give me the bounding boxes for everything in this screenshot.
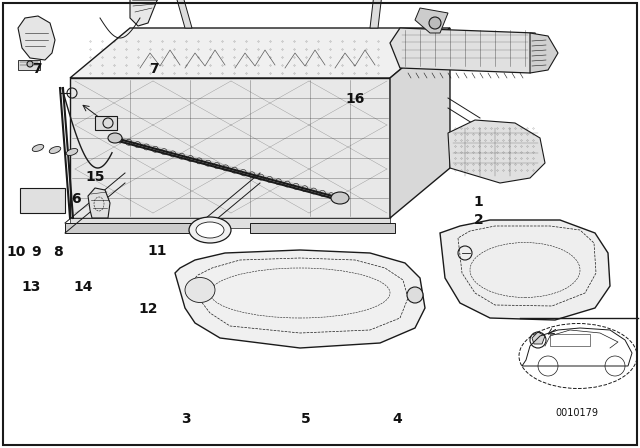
Polygon shape [250,223,395,233]
Polygon shape [65,223,200,233]
Polygon shape [70,78,390,218]
Text: 13: 13 [21,280,40,294]
Polygon shape [70,28,450,78]
Text: 15: 15 [85,170,104,184]
Polygon shape [390,28,545,73]
Circle shape [407,287,423,303]
Text: 1: 1 [474,194,484,209]
Text: 9: 9 [31,245,42,259]
Ellipse shape [196,222,224,238]
Bar [20,188,65,213]
Ellipse shape [67,149,77,155]
Text: 10: 10 [6,245,26,259]
Text: 8: 8 [52,245,63,259]
Polygon shape [448,120,545,183]
Polygon shape [18,16,55,60]
Text: 7: 7 [148,62,159,77]
Circle shape [27,61,33,67]
Ellipse shape [331,192,349,204]
Ellipse shape [185,277,215,302]
Polygon shape [18,60,40,70]
Polygon shape [175,250,425,348]
Text: 5: 5 [301,412,311,426]
Polygon shape [168,0,192,28]
Polygon shape [440,220,610,320]
Polygon shape [530,33,558,73]
Bar [95,116,117,130]
Polygon shape [532,332,545,344]
Text: 12: 12 [139,302,158,316]
Polygon shape [130,0,160,26]
Bar [550,334,590,346]
Circle shape [429,17,441,29]
Ellipse shape [32,145,44,151]
Text: 11: 11 [147,244,166,258]
Text: 16: 16 [346,91,365,106]
Polygon shape [415,8,448,33]
Text: 2: 2 [474,212,484,227]
Text: 3: 3 [180,412,191,426]
Polygon shape [70,218,390,228]
Text: 6: 6 [70,192,81,207]
Ellipse shape [189,217,231,243]
Ellipse shape [108,133,122,143]
Polygon shape [390,28,450,218]
Polygon shape [88,188,110,218]
Text: 14: 14 [74,280,93,294]
Polygon shape [370,0,385,28]
Text: 0010179: 0010179 [556,408,598,418]
Ellipse shape [49,146,61,154]
Text: 4: 4 [392,412,402,426]
Text: 7: 7 [32,62,42,77]
